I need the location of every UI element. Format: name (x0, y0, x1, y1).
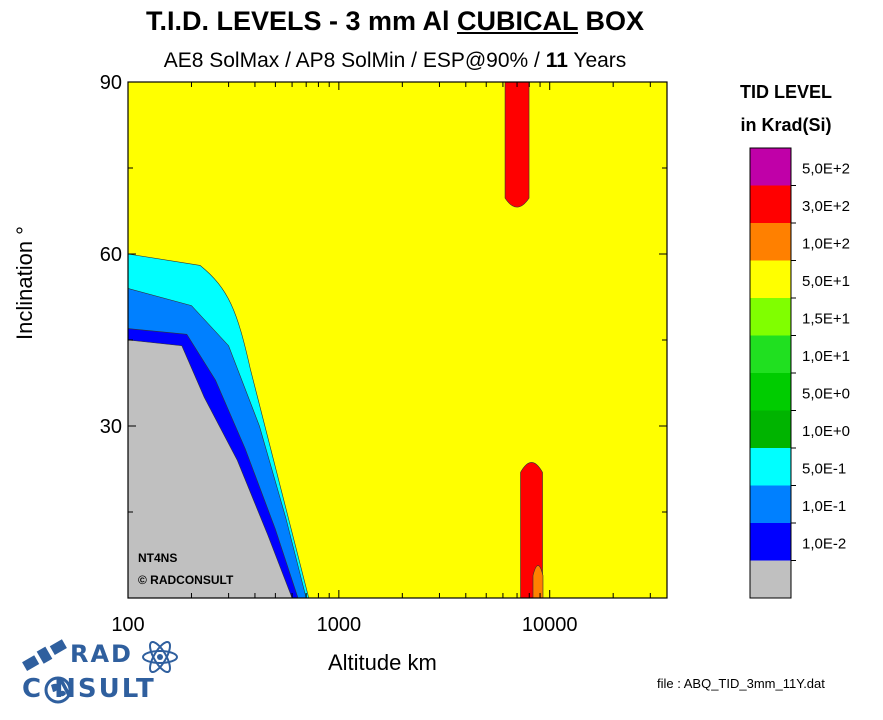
satellite-icon (22, 639, 67, 671)
subtitle-part-b: 11 (545, 49, 568, 72)
file-label: file : ABQ_TID_3mm_11Y.dat (657, 676, 825, 691)
logo-consult-text: C NSULT (22, 674, 156, 704)
x-tick-label: 10000 (522, 614, 578, 636)
x-tick-label: 100 (111, 614, 144, 636)
legend-title-line2: in Krad(Si) (740, 115, 832, 135)
colorbar-swatch (750, 335, 791, 373)
colorbar-swatch (750, 560, 791, 598)
colorbar-swatch (750, 148, 791, 186)
colorbar-swatch (750, 260, 791, 298)
colorbar-swatch (750, 523, 791, 561)
globe-icon (44, 676, 72, 704)
title-part-b: CUBICAL (457, 6, 579, 36)
colorbar-frame (749, 147, 792, 599)
colorbar-label: 3,0E+2 (802, 198, 850, 215)
credit-line2: © RADCONSULT (138, 573, 234, 587)
legend-title-line1: TID LEVEL (739, 82, 832, 102)
contour-island-1 (520, 462, 543, 598)
x-tick-label: 1000 (317, 614, 362, 636)
colorbar-swatch (750, 223, 791, 261)
y-axis-label: Inclination ° (12, 226, 37, 340)
y-tick-label: 30 (100, 416, 122, 438)
contour-island-2 (532, 565, 544, 598)
contour-low-2 (128, 339, 293, 598)
chart-title: T.I.D. LEVELS - 3 mm Al CUBICAL BOX (0, 6, 790, 37)
colorbar-swatch (750, 485, 791, 523)
subtitle-part-c: Years (567, 49, 627, 72)
contour-island-0 (504, 82, 530, 208)
colorbar-label: 5,0E-1 (802, 461, 846, 478)
colorbar-label: 5,0E+0 (802, 386, 850, 403)
colorbar-swatch (750, 410, 791, 448)
colorbar-label: 1,0E+2 (802, 236, 850, 253)
title-part-a: T.I.D. LEVELS - 3 mm Al (145, 6, 458, 36)
credit-line1: NT4NS (138, 551, 178, 565)
atom-icon (142, 640, 178, 674)
colorbar-swatch (750, 373, 791, 411)
colorbar-label: 5,0E+1 (802, 273, 850, 290)
colorbar-label: 5,0E+2 (802, 161, 850, 178)
colorbar-swatch (750, 298, 791, 336)
colorbar-swatch (750, 448, 791, 486)
colorbar-label: 1,0E+1 (802, 348, 850, 365)
title-part-c: BOX (578, 6, 645, 36)
colorbar-label: 1,0E-2 (802, 536, 846, 553)
colorbar-label: 1,0E-1 (802, 498, 846, 515)
colorbar-swatch (750, 185, 791, 223)
y-tick-label: 90 (100, 72, 122, 94)
chart-subtitle: AE8 SolMax / AP8 SolMin / ESP@90% / 11 Y… (0, 49, 790, 73)
x-axis-label: Altitude km (328, 650, 437, 675)
logo-rad-text: RAD (70, 640, 133, 668)
colorbar-label: 1,5E+1 (802, 311, 850, 328)
y-tick-label: 60 (100, 244, 122, 266)
colorbar-label: 1,0E+0 (802, 423, 850, 440)
subtitle-part-a: AE8 SolMax / AP8 SolMin / ESP@90% / (163, 49, 546, 72)
